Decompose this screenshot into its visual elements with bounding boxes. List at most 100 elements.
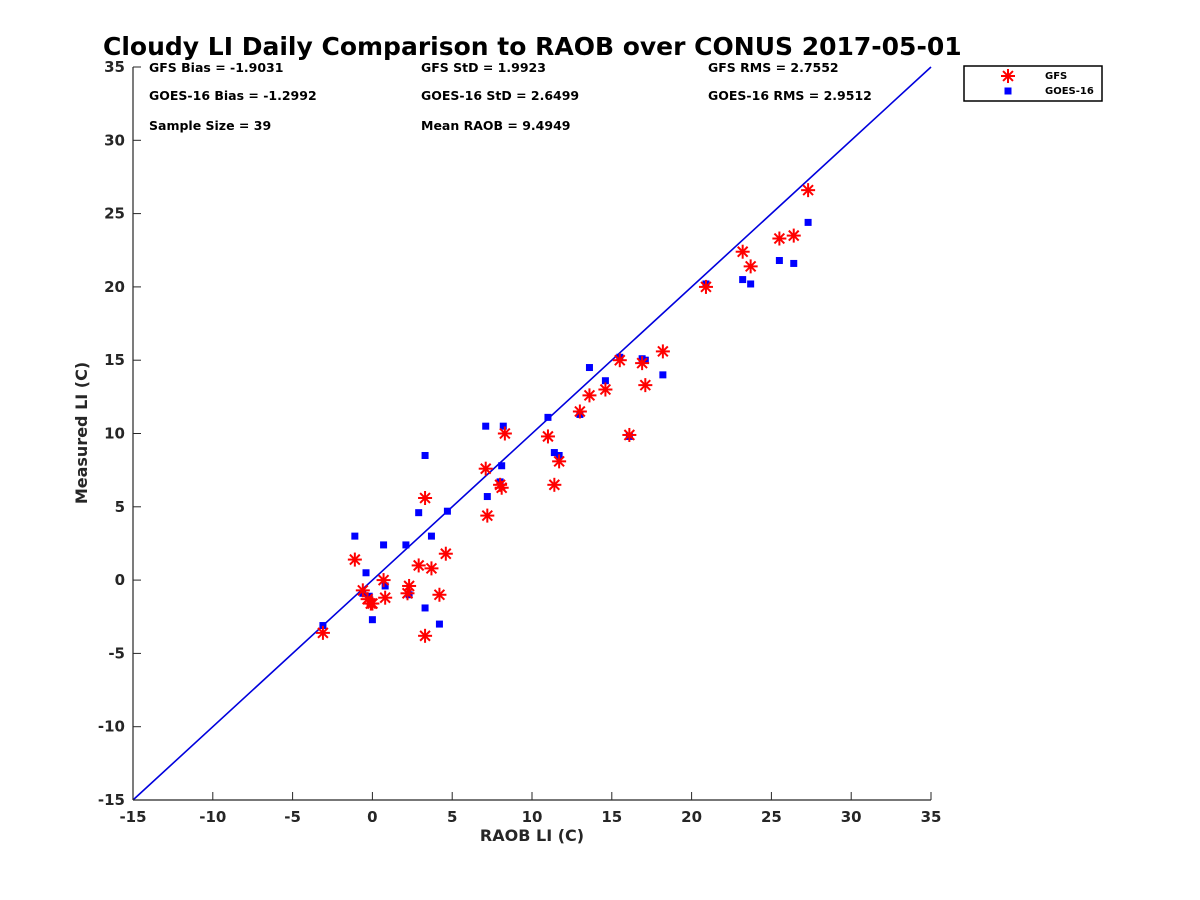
goes16-point xyxy=(482,422,490,430)
x-tick-label: 5 xyxy=(447,808,457,826)
gfs-point xyxy=(801,183,816,198)
y-tick-label: 25 xyxy=(104,205,125,223)
gfs-point xyxy=(315,625,330,640)
gfs-point xyxy=(347,552,362,567)
y-tick-label: 0 xyxy=(115,571,125,589)
gfs-point xyxy=(418,491,433,506)
x-axis-label: RAOB LI (C) xyxy=(480,826,584,845)
goes16-point xyxy=(351,532,359,540)
gfs-point xyxy=(612,353,627,368)
goes16-point xyxy=(747,280,755,288)
goes16-point xyxy=(362,569,370,577)
goes16-point xyxy=(380,541,388,549)
gfs-point xyxy=(378,590,393,605)
y-tick-label: -15 xyxy=(98,791,125,809)
stat-text: Mean RAOB = 9.4949 xyxy=(421,118,570,133)
stat-text: GFS StD = 1.9923 xyxy=(421,60,546,75)
y-tick-label: 20 xyxy=(104,278,125,296)
gfs-point xyxy=(432,587,447,602)
gfs-point xyxy=(598,382,613,397)
stat-text: GOES-16 Bias = -1.2992 xyxy=(149,88,317,103)
goes16-point xyxy=(421,451,429,459)
y-tick-label: 10 xyxy=(104,425,125,443)
statistics-block: GFS Bias = -1.9031 GFS StD = 1.9923 GFS RM… xyxy=(149,60,872,133)
gfs-point xyxy=(772,231,787,246)
gfs-point xyxy=(480,508,495,523)
stat-text: GFS RMS = 2.7552 xyxy=(708,60,839,75)
gfs-point xyxy=(582,388,597,403)
goes16-point xyxy=(381,582,389,590)
x-tick-label: 0 xyxy=(367,808,377,826)
goes16-point xyxy=(368,616,376,624)
goes16-point xyxy=(498,462,506,470)
gfs-point xyxy=(402,578,417,593)
gfs-point xyxy=(411,558,426,573)
goes16-point xyxy=(499,422,507,430)
legend: GFS GOES-16 xyxy=(963,65,1103,102)
gfs-point xyxy=(655,344,670,359)
axes: -15 -10 -5 0 5 10 15 20 25 30 35 -15 -10 -5 0 5 10 15 20 25… xyxy=(98,58,942,826)
legend-goes16-label: GOES-16 xyxy=(1045,86,1094,97)
gfs-point xyxy=(572,404,587,419)
x-tick-label: 35 xyxy=(921,808,942,826)
x-tick-label: -10 xyxy=(199,808,226,826)
y-axis-label: Measured LI (C) xyxy=(72,362,91,504)
gfs-point xyxy=(786,228,801,243)
goes16-point xyxy=(601,377,609,385)
x-tick-label: 30 xyxy=(841,808,862,826)
stat-text: Sample Size = 39 xyxy=(149,118,271,133)
goes16-point xyxy=(550,449,558,457)
gfs-point xyxy=(735,244,750,259)
legend-gfs-label: GFS xyxy=(1045,71,1067,82)
goes16-point xyxy=(443,507,451,515)
legend-gfs-marker xyxy=(1001,69,1015,83)
chart-title: Cloudy LI Daily Comparison to RAOB over … xyxy=(103,32,962,61)
stat-text: GFS Bias = -1.9031 xyxy=(149,60,283,75)
x-tick-label: 10 xyxy=(522,808,543,826)
x-tick-label: 20 xyxy=(681,808,702,826)
goes16-point xyxy=(319,622,327,630)
gfs-point xyxy=(547,477,562,492)
one-to-one-line xyxy=(132,66,932,801)
goes16-point xyxy=(421,604,429,612)
gfs-point xyxy=(638,378,653,393)
gfs-point xyxy=(355,583,370,598)
goes16-point xyxy=(739,276,747,284)
gfs-point xyxy=(552,454,567,469)
y-tick-label: 15 xyxy=(104,351,125,369)
gfs-point xyxy=(540,429,555,444)
gfs-point xyxy=(635,356,650,371)
gfs-point xyxy=(743,259,758,274)
goes16-point xyxy=(790,259,798,267)
goes16-point xyxy=(804,218,812,226)
gfs-point xyxy=(365,596,380,611)
x-tick-label: 25 xyxy=(761,808,782,826)
plot-area xyxy=(132,66,932,801)
goes16-point xyxy=(415,509,423,517)
y-tick-label: -10 xyxy=(98,718,125,736)
goes16-point xyxy=(427,532,435,540)
x-tick-label: 15 xyxy=(601,808,622,826)
gfs-point xyxy=(438,546,453,561)
x-tick-label: -15 xyxy=(119,808,146,826)
goes16-point xyxy=(585,364,593,372)
goes16-point xyxy=(483,493,491,501)
gfs-point xyxy=(376,573,391,588)
gfs-point xyxy=(478,461,493,476)
goes16-point xyxy=(775,257,783,265)
goes16-point xyxy=(402,541,410,549)
x-tick-label: -5 xyxy=(284,808,301,826)
gfs-point xyxy=(497,426,512,441)
legend-goes16-marker xyxy=(1004,87,1012,95)
goes16-point xyxy=(544,413,552,421)
gfs-point xyxy=(494,480,509,495)
legend-box xyxy=(963,65,1103,102)
stat-text: GOES-16 RMS = 2.9512 xyxy=(708,88,872,103)
goes16-point xyxy=(659,371,667,379)
goes16-point xyxy=(435,620,443,628)
y-tick-label: 35 xyxy=(104,58,125,76)
gfs-point xyxy=(698,279,713,294)
gfs-point xyxy=(418,628,433,643)
y-tick-label: 5 xyxy=(115,498,125,516)
